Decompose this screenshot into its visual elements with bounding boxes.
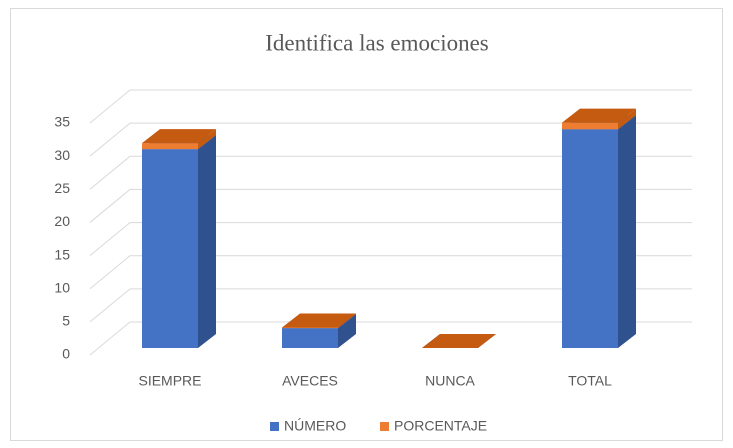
grid-line <box>89 222 692 256</box>
chart-title: Identifica las emociones <box>265 30 489 55</box>
bar <box>562 129 618 348</box>
y-tick-label: 25 <box>54 180 70 196</box>
grid-line <box>89 255 692 290</box>
bar <box>282 327 338 329</box>
y-tick-label: 5 <box>62 313 70 329</box>
bar-side <box>338 314 356 348</box>
bar <box>142 143 198 150</box>
legend-label: PORCENTAJE <box>394 418 487 434</box>
y-tick-label: 15 <box>54 246 70 262</box>
bar-side <box>198 135 216 348</box>
bar <box>282 328 338 348</box>
grid-line <box>89 288 692 323</box>
bar-top <box>422 334 496 348</box>
legend-label: NÚMERO <box>284 418 346 434</box>
grid-line <box>89 188 692 223</box>
bar-side <box>618 108 636 130</box>
bar <box>562 122 618 130</box>
grid-line <box>89 321 692 356</box>
bar-top <box>142 129 216 144</box>
x-tick-label: NUNCA <box>425 373 475 389</box>
bar-top <box>562 108 636 123</box>
x-tick-label: TOTAL <box>568 373 612 389</box>
grid-line <box>89 155 692 190</box>
grid-line <box>89 122 692 157</box>
y-tick-label: 0 <box>62 346 70 362</box>
bar-side <box>198 129 216 150</box>
y-tick-label: 10 <box>54 279 70 295</box>
x-tick-label: AVECES <box>282 373 338 389</box>
y-tick-label: 35 <box>54 114 70 130</box>
grid-line <box>89 89 692 124</box>
bar-side <box>618 115 636 348</box>
bar <box>142 149 198 348</box>
y-tick-label: 20 <box>54 213 70 229</box>
legend-swatch <box>380 422 389 431</box>
y-tick-label: 30 <box>54 147 70 163</box>
legend-swatch <box>270 422 279 431</box>
bar-top <box>282 313 356 328</box>
bar-side <box>338 313 356 329</box>
x-tick-label: SIEMPRE <box>138 373 201 389</box>
